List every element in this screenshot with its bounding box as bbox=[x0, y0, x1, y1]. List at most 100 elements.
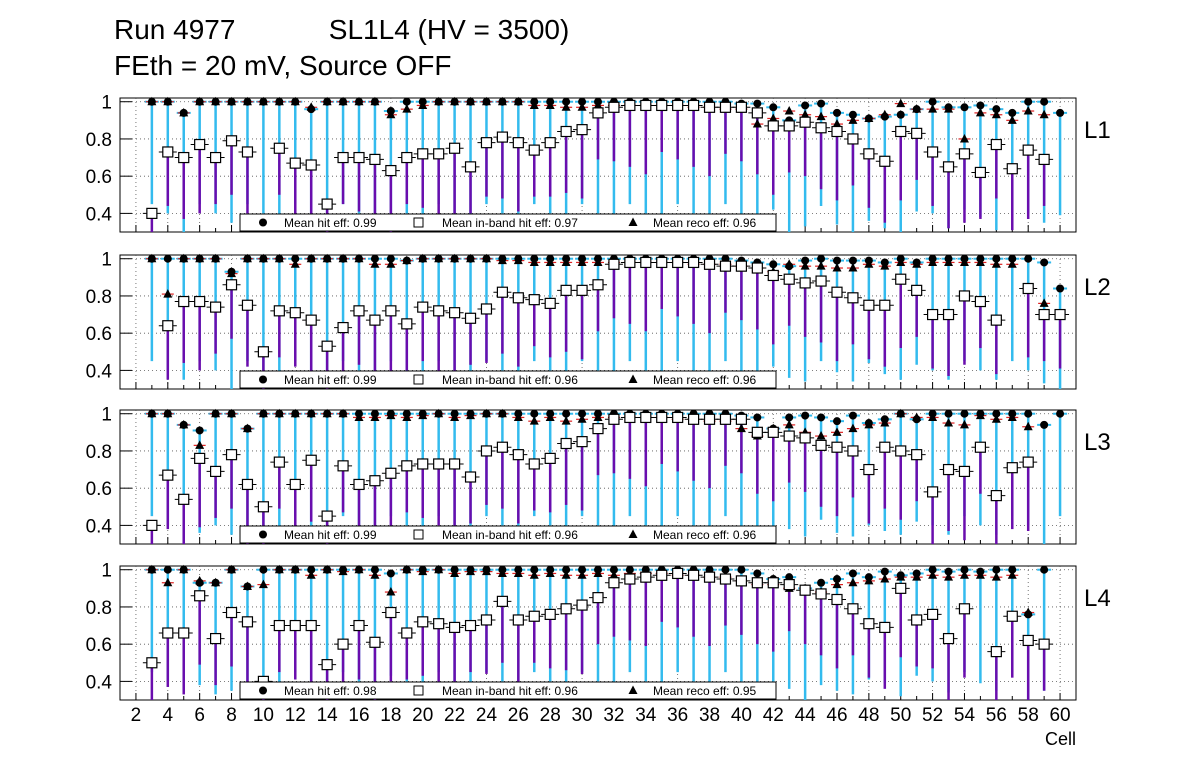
inband-eff-marker bbox=[512, 292, 524, 304]
hit-eff-marker bbox=[339, 97, 348, 106]
inband-eff-marker bbox=[401, 460, 413, 472]
hit-eff-marker bbox=[976, 409, 985, 418]
hit-eff-marker bbox=[450, 254, 459, 263]
inband-eff-marker bbox=[178, 493, 190, 505]
inband-eff-marker bbox=[273, 305, 285, 317]
x-tick-label: 2 bbox=[131, 705, 142, 726]
inband-eff-marker bbox=[257, 346, 269, 358]
hit-eff-marker bbox=[355, 97, 363, 106]
y-tick-label: 0.6 bbox=[86, 167, 112, 188]
hit-eff-marker bbox=[1024, 610, 1033, 619]
hit-eff-marker bbox=[323, 97, 332, 106]
inband-eff-marker bbox=[592, 279, 604, 291]
hit-eff-marker bbox=[1008, 409, 1017, 418]
legend-reco-label: Mean reco eff: 0.96 bbox=[653, 373, 757, 387]
inband-eff-marker bbox=[687, 256, 700, 269]
inband-eff-marker bbox=[879, 155, 891, 167]
inband-eff-marker bbox=[480, 445, 493, 457]
inband-eff-marker bbox=[162, 146, 174, 158]
y-tick-label: 0.8 bbox=[86, 442, 112, 463]
hit-eff-marker bbox=[227, 97, 236, 106]
hit-eff-marker bbox=[1024, 254, 1033, 263]
inband-eff-marker bbox=[528, 144, 540, 156]
hit-eff-marker bbox=[753, 569, 762, 578]
inband-eff-marker bbox=[879, 441, 891, 453]
hit-eff-marker bbox=[801, 411, 810, 420]
inband-eff-marker bbox=[656, 569, 668, 581]
inband-eff-marker bbox=[1022, 634, 1034, 647]
hit-eff-marker bbox=[211, 97, 220, 106]
legend-box bbox=[239, 213, 777, 232]
inband-eff-marker bbox=[672, 567, 684, 580]
inband-eff-marker bbox=[831, 593, 843, 606]
inband-eff-marker bbox=[1006, 163, 1018, 175]
layer-hv: SL1L4 (HV = 3500) bbox=[328, 14, 570, 45]
inband-eff-marker bbox=[735, 575, 748, 587]
hit-eff-marker bbox=[928, 254, 937, 263]
inband-eff-marker bbox=[241, 146, 254, 158]
reco-eff-marker bbox=[561, 570, 571, 579]
inband-eff-marker bbox=[210, 151, 222, 164]
inband-eff-marker bbox=[703, 413, 716, 425]
hit-eff-marker bbox=[275, 97, 284, 106]
hit-eff-marker bbox=[864, 256, 873, 265]
reco-eff-marker bbox=[163, 289, 173, 298]
x-tick-label: 20 bbox=[412, 705, 433, 726]
inband-eff-marker bbox=[911, 284, 923, 296]
legend-reco-marker bbox=[628, 685, 638, 694]
reco-eff-marker bbox=[402, 104, 412, 113]
hit-eff-marker bbox=[960, 103, 969, 112]
inband-eff-marker bbox=[815, 439, 827, 451]
hit-eff-marker bbox=[530, 254, 539, 263]
legend-box bbox=[239, 525, 777, 544]
reco-eff-marker bbox=[832, 263, 842, 272]
hit-eff-marker bbox=[896, 110, 905, 119]
hit-eff-marker bbox=[896, 571, 905, 580]
panel-l3: 0.4 0.6 0.8 1 Mean hit eff: 0.99 Mean in-band… bbox=[86, 405, 1111, 545]
inband-eff-marker bbox=[273, 142, 285, 154]
inband-eff-marker bbox=[528, 294, 540, 306]
inband-eff-marker bbox=[703, 101, 716, 113]
inband-eff-marker bbox=[895, 125, 907, 138]
hit-eff-marker bbox=[370, 254, 379, 263]
hit-eff-marker bbox=[1008, 108, 1017, 117]
hit-eff-marker bbox=[1056, 284, 1065, 293]
inband-eff-marker bbox=[353, 478, 365, 491]
panel-l2: 0.4 0.6 0.8 1 Mean hit eff: 0.99 Mean in-band… bbox=[86, 250, 1111, 390]
inband-eff-marker bbox=[1006, 610, 1018, 622]
inband-eff-marker bbox=[417, 616, 429, 628]
hit-eff-marker bbox=[179, 565, 188, 574]
inband-eff-marker bbox=[385, 305, 397, 317]
hit-eff-marker bbox=[307, 409, 316, 418]
hit-eff-marker bbox=[928, 565, 937, 574]
hit-eff-marker bbox=[912, 105, 921, 114]
hit-eff-marker bbox=[402, 565, 411, 574]
reco-eff-marker bbox=[975, 107, 985, 117]
hit-eff-marker bbox=[833, 417, 841, 426]
reco-eff-marker bbox=[832, 427, 842, 436]
reco-eff-marker bbox=[991, 109, 1001, 119]
hit-eff-marker bbox=[434, 254, 443, 263]
hit-eff-marker bbox=[163, 254, 172, 263]
hit-eff-marker bbox=[434, 565, 443, 574]
inband-eff-marker bbox=[337, 638, 349, 650]
inband-eff-marker bbox=[799, 277, 811, 289]
inband-eff-marker bbox=[496, 441, 508, 453]
inband-eff-marker bbox=[449, 621, 461, 634]
inband-eff-marker bbox=[305, 159, 317, 171]
conditions-title: FEth = 20 mV, Source OFF bbox=[114, 50, 452, 81]
reco-eff-marker bbox=[370, 570, 380, 579]
hit-eff-marker bbox=[482, 565, 491, 574]
reco-eff-marker bbox=[195, 440, 205, 449]
hit-eff-marker bbox=[498, 409, 507, 418]
x-tick-label: 34 bbox=[635, 705, 657, 726]
hit-eff-marker bbox=[848, 569, 857, 578]
reco-eff-marker bbox=[1007, 570, 1017, 579]
inband-eff-marker bbox=[353, 151, 365, 164]
y-tick-label: 0.8 bbox=[86, 287, 112, 308]
reco-eff-marker bbox=[768, 113, 778, 122]
inband-eff-marker bbox=[337, 460, 349, 472]
hit-eff-marker bbox=[147, 565, 156, 574]
hit-eff-marker bbox=[1024, 409, 1033, 418]
